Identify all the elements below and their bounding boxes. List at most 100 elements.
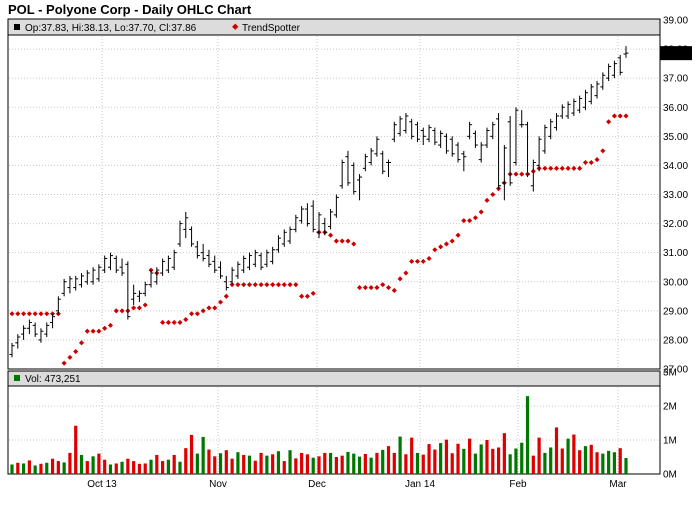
trendspotter-point [391,287,397,294]
ohlc-bar [136,290,142,303]
volume-bar [189,434,194,474]
ohlc-bar [548,118,554,140]
volume-grid [9,387,659,474]
volume-tick-label: 3M [663,368,677,379]
ohlc-bar [310,200,316,233]
price-tick-label: 33.00 [663,190,688,201]
volume-bar [369,457,373,474]
volume-bar [68,452,72,474]
volume-bar [16,462,20,474]
volume-bar [439,443,443,474]
trendspotter-point [339,238,345,244]
trendspotter-point [258,282,264,288]
volume-bar [132,461,136,474]
ohlc-bar [316,211,322,239]
volume-bar [201,436,205,474]
ohlc-bar [513,107,519,166]
volume-bar [143,463,147,474]
volume-bar [155,454,159,474]
volume-bar [178,461,182,474]
ohlc-bar [507,115,513,186]
trendspotter-point [183,317,189,323]
volume-bar [311,457,315,474]
volume-bar [583,446,588,474]
ohlc-bar [299,206,305,224]
volume-bar [554,427,559,474]
volume-bar [230,458,234,474]
last-price-box [660,46,692,61]
trendspotter-point [223,293,229,299]
volume-bar [108,464,113,474]
ohlc-bar [414,121,420,143]
ohlc-bar [455,142,461,163]
volume-bar [433,449,437,474]
trendspotter-point [449,238,455,244]
trendspotter-point [577,165,583,171]
volume-bar [213,456,217,474]
ohlc-bar [542,124,548,154]
volume-panel: 3M 2M 1M 0M Vol: 473,251 [7,368,677,481]
ohlc-bar [183,211,189,239]
ohlc-bar [9,342,15,358]
legend-volume-marker [14,375,20,381]
ohlc-bar [553,113,559,131]
ohlc-bar [501,145,507,201]
ohlc-bar [328,209,334,230]
ohlc-bar [571,98,577,116]
ohlc-bar [26,319,32,335]
trendspotter-point [385,285,392,291]
trendspotter-point [96,328,102,334]
price-tick-label: 37.00 [663,74,688,85]
volume-bar [549,447,553,474]
ohlc-bar [79,273,85,288]
volume-legend: Vol: 473,251 [14,374,81,385]
legend-ohlc-text: Op:37.83, Hi:38.13, Lo:37.70, Cl:37.86 [25,23,197,34]
price-tick-label: 35.00 [663,132,688,143]
price-tick-label: 30.00 [663,277,688,288]
ohlc-bar [409,118,415,140]
volume-bar [473,453,477,474]
volume-bar [91,456,95,474]
volume-bar [520,442,524,474]
ohlc-bar [229,267,235,285]
ohlc-bar [565,101,571,119]
ohlc-bar [351,162,357,195]
ohlc-bar [131,284,137,306]
legend-volume-text: Vol: 473,251 [25,374,81,385]
ohlc-bar [461,150,467,172]
ohlc-bar [443,133,449,154]
trendspotter-point [368,285,374,291]
ohlc-bar [55,296,61,314]
trendspotter-point [293,282,299,288]
legend-ohlc-marker [14,24,20,30]
volume-bar [352,453,356,474]
volume-bar [79,454,84,474]
volume-bar [317,456,321,474]
legend-trendspotter-marker [232,23,239,30]
trendspotter-point [171,319,177,326]
ohlc-bar [171,249,177,271]
ohlc-bar [304,203,310,227]
x-tick-label: Oct 13 [87,479,117,490]
ohlc-bar [426,124,432,143]
volume-bar [421,454,425,474]
trendspotter-point [200,308,206,314]
ohlc-bar [241,255,247,274]
trendspotter-point [73,349,79,355]
ohlc-bar [397,115,403,137]
ohlc-bar [44,322,50,338]
ohlc-bar [588,83,594,105]
trendspotter-point [78,340,85,346]
volume-bar [346,451,350,474]
trendspotter-point [397,276,403,282]
price-tick-label: 34.00 [663,161,688,172]
volume-bar [39,463,43,474]
volume-bar [601,453,605,474]
trendspotter-point [212,305,218,311]
volume-bar [543,452,547,474]
price-tick-label: 28.00 [663,335,688,346]
x-tick-label: Feb [509,479,527,490]
volume-bar [120,461,124,474]
volume-bar [10,464,14,474]
volume-bar [126,458,130,474]
